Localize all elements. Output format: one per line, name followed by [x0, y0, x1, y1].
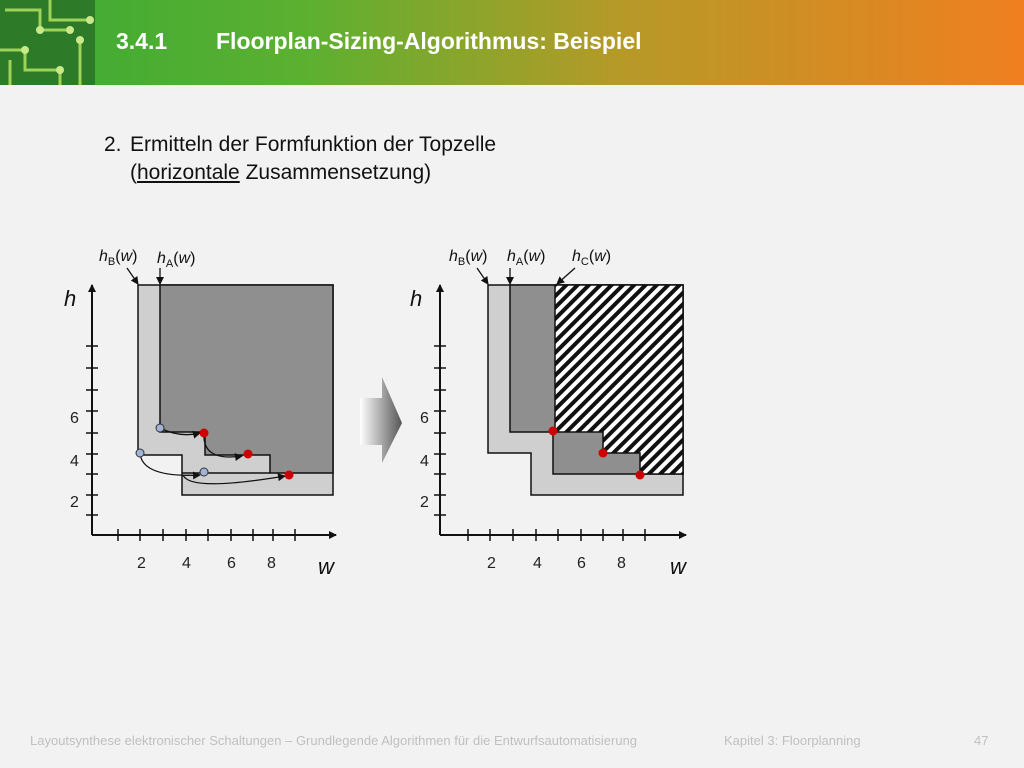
right-point-red-3	[635, 470, 645, 480]
left-x-tick-6: 6	[227, 555, 236, 572]
circuit-logo-icon	[0, 0, 95, 85]
left-x-axis-label: w	[318, 554, 336, 579]
left-point-red-3	[284, 470, 294, 480]
slide-title: 3.4.1 Floorplan-Sizing-Algorithmus: Beisp…	[116, 28, 642, 55]
right-x-axis-label: w	[670, 554, 688, 579]
bullet-line-2-rest: Zusammensetzung)	[239, 161, 432, 184]
right-point-red-1	[548, 426, 558, 436]
left-y-tick-4: 4	[70, 453, 79, 470]
right-x-tick-6: 6	[577, 555, 586, 572]
left-point-red-1	[199, 428, 209, 438]
left-label-ha: hA(w)	[157, 250, 195, 270]
left-y-axis-label: h	[64, 286, 76, 311]
right-x-tick-8: 8	[617, 555, 626, 572]
bullet-paren-open: (	[130, 161, 137, 184]
right-label-hc: hC(w)	[572, 248, 611, 268]
left-x-tick-4: 4	[182, 555, 191, 572]
right-y-tick-4: 4	[420, 453, 429, 470]
right-y-tick-2: 2	[420, 494, 429, 511]
bullet-number: 2.	[104, 133, 122, 156]
section-number: 3.4.1	[116, 28, 168, 54]
footer-page-number: 47	[974, 733, 989, 748]
right-region-c	[554, 284, 684, 475]
bullet-line-1: Ermitteln der Formfunktion der Topzelle	[130, 133, 497, 156]
footer-chapter: Kapitel 3: Floorplanning	[724, 733, 861, 748]
left-point-red-2	[243, 449, 253, 459]
footer-course: Layoutsynthese elektronischer Schaltunge…	[30, 733, 638, 748]
right-label-ha: hA(w)	[507, 248, 545, 268]
left-x-tick-8: 8	[267, 555, 276, 572]
content-bullet: 2. Ermitteln der Formfunktion der Topzell…	[104, 131, 496, 187]
right-diagram: h w 2 4 6 8 2 4 6 hB(w) hA(w) hC(w)	[410, 248, 688, 579]
left-y-tick-2: 2	[70, 494, 79, 511]
big-arrow-icon	[360, 377, 402, 463]
right-point-red-2	[598, 448, 608, 458]
header-bar: 3.4.1 Floorplan-Sizing-Algorithmus: Beisp…	[0, 0, 1024, 85]
left-region-a	[159, 284, 334, 474]
right-y-axis-label: h	[410, 286, 422, 311]
left-point-blue-2	[135, 448, 145, 458]
left-y-tick-6: 6	[70, 410, 79, 427]
right-label-hb: hB(w)	[449, 248, 487, 268]
left-x-tick-2: 2	[137, 555, 146, 572]
title-text: Floorplan-Sizing-Algorithmus: Beispiel	[216, 28, 642, 54]
right-x-tick-4: 4	[533, 555, 542, 572]
right-x-tick-2: 2	[487, 555, 496, 572]
left-label-hb: hB(w)	[99, 248, 137, 268]
left-point-blue-3	[199, 467, 209, 477]
left-point-blue-1	[155, 423, 165, 433]
right-y-tick-6: 6	[420, 410, 429, 427]
left-diagram: h w 2 4 6 8 2 4 6 hB(w) hA(w)	[64, 248, 337, 579]
bullet-underlined-word: horizontale	[137, 161, 240, 184]
